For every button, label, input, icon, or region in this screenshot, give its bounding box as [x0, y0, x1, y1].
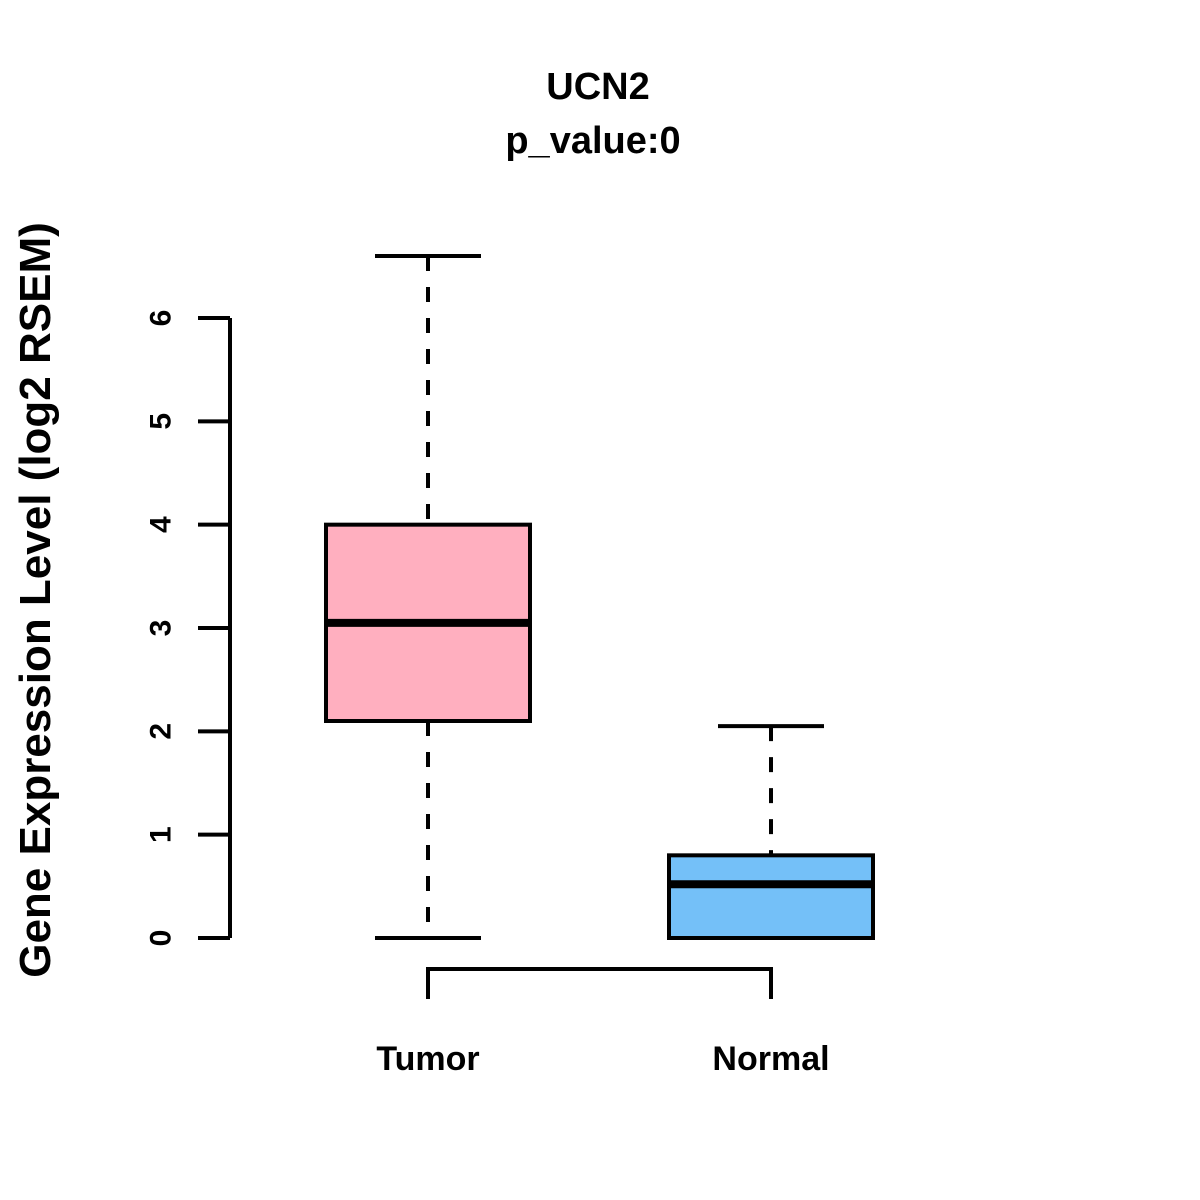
x-category-label: Normal — [712, 1040, 829, 1078]
y-tick-label: 0 — [145, 930, 178, 947]
y-tick-label: 1 — [145, 826, 178, 843]
y-tick-label: 6 — [145, 310, 178, 327]
y-tick-label: 2 — [145, 723, 178, 740]
box-normal — [667, 853, 875, 940]
chart-title: UCN2 — [546, 66, 650, 108]
y-tick-label: 3 — [145, 620, 178, 637]
x-category-label: Tumor — [376, 1040, 479, 1078]
chart-subtitle: p_value:0 — [505, 120, 681, 162]
y-tick-label: 5 — [145, 413, 178, 430]
y-tick-label: 4 — [145, 516, 178, 533]
x-axis-bracket — [426, 967, 773, 999]
